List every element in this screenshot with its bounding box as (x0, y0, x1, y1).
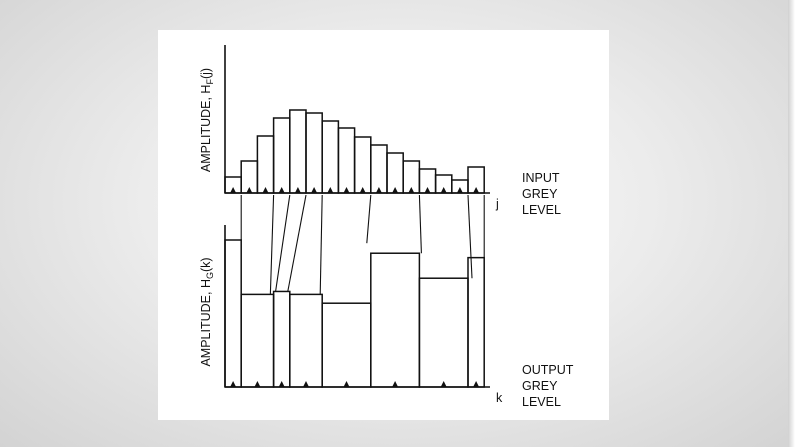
input-tick-6 (327, 187, 333, 193)
input-bar-9 (371, 145, 387, 193)
input-tick-5 (311, 187, 317, 193)
output-tick-2 (279, 381, 285, 387)
mapping-line-5 (367, 195, 371, 243)
input-tick-9 (376, 187, 382, 193)
input-bar-8 (355, 137, 371, 193)
output-histogram: AMPLITUDE, HG(k) k OUTPUT GREY LEVEL (199, 225, 574, 409)
output-tick-0 (230, 381, 236, 387)
input-tick-14 (457, 187, 463, 193)
output-x-label: k (496, 391, 503, 405)
mapping-line-1 (270, 195, 273, 294)
mapping-line-2 (276, 195, 290, 291)
input-tick-0 (230, 187, 236, 193)
output-y-label: AMPLITUDE, HG(k) (199, 257, 215, 366)
input-tick-8 (360, 187, 366, 193)
output-bar-6 (419, 278, 468, 387)
output-bar-2 (274, 291, 290, 387)
output-side-label-3: LEVEL (522, 395, 561, 409)
output-tick-7 (473, 381, 479, 387)
output-bars (225, 240, 484, 387)
output-bar-4 (322, 303, 371, 387)
input-side-label-1: INPUT (522, 171, 560, 185)
output-tick-1 (254, 381, 260, 387)
input-bar-7 (338, 128, 354, 193)
mapping-line-6 (419, 195, 421, 253)
output-tick-5 (392, 381, 398, 387)
output-tick-3 (303, 381, 309, 387)
input-bar-5 (306, 113, 322, 193)
histogram-equalization-diagram: AMPLITUDE, HF(j) j INPUT GREY LEVEL AMPL… (158, 30, 609, 420)
output-tick-6 (441, 381, 447, 387)
output-bar-0 (225, 240, 241, 387)
output-side-label-2: GREY (522, 379, 558, 393)
input-tick-15 (473, 187, 479, 193)
input-tick-11 (408, 187, 414, 193)
input-tick-1 (246, 187, 252, 193)
input-y-label: AMPLITUDE, HF(j) (199, 68, 215, 172)
mapping-lines (241, 195, 484, 294)
input-bar-6 (322, 121, 338, 193)
input-tick-13 (441, 187, 447, 193)
output-bar-5 (371, 253, 420, 387)
input-bar-2 (257, 136, 273, 193)
figure-panel: AMPLITUDE, HF(j) j INPUT GREY LEVEL AMPL… (158, 30, 609, 420)
output-side-label-1: OUTPUT (522, 363, 574, 377)
input-tick-12 (425, 187, 431, 193)
mapping-line-3 (288, 195, 306, 291)
output-ticks (230, 381, 479, 387)
output-bar-1 (241, 294, 273, 387)
output-bar-7 (468, 258, 484, 387)
input-tick-3 (279, 187, 285, 193)
output-bar-3 (290, 294, 322, 387)
input-tick-2 (263, 187, 269, 193)
input-tick-4 (295, 187, 301, 193)
input-bar-4 (290, 110, 306, 193)
input-tick-7 (344, 187, 350, 193)
input-side-label-2: GREY (522, 187, 558, 201)
input-bars (225, 110, 484, 193)
input-histogram: AMPLITUDE, HF(j) j INPUT GREY LEVEL (199, 45, 561, 217)
mapping-line-4 (320, 195, 322, 294)
input-side-label-3: LEVEL (522, 203, 561, 217)
input-x-label: j (495, 197, 499, 211)
window-edge (788, 0, 795, 447)
input-bar-3 (274, 118, 290, 193)
output-tick-4 (344, 381, 350, 387)
input-tick-10 (392, 187, 398, 193)
